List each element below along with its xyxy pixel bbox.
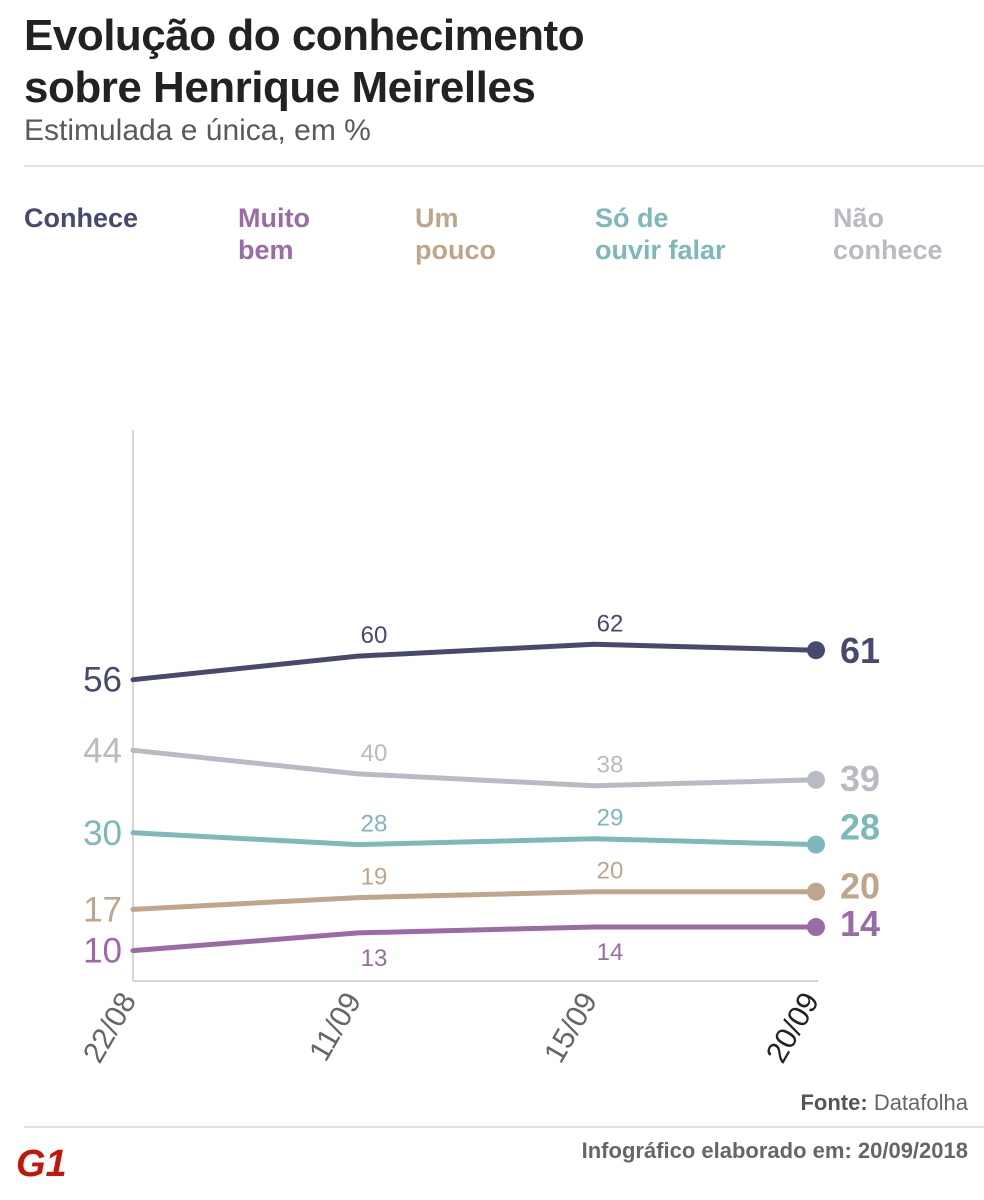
- chart-subtitle: Estimulada e única, em %: [24, 114, 371, 147]
- end-label-conhece: 61: [840, 630, 880, 671]
- end-marker-nao-conhece: [807, 770, 825, 789]
- start-label-muito-bem: 10: [83, 932, 122, 971]
- series-line-um-pouco: [130, 889, 819, 912]
- end-label-so-de-ouvir-falar: 28: [840, 807, 880, 848]
- point-label-muito-bem-2: 14: [597, 939, 624, 966]
- source-value: Datafolha: [873, 1090, 968, 1115]
- title-line-1: Evolução do conhecimento: [24, 11, 585, 60]
- end-marker-um-pouco: [807, 882, 825, 901]
- point-label-um-pouco-2: 20: [597, 858, 624, 885]
- point-label-conhece-1: 60: [361, 622, 388, 649]
- series-line-muito-bem: [130, 924, 819, 954]
- legend-um-pouco: Um pouco: [415, 203, 496, 265]
- g1-logo: G1: [16, 1143, 67, 1182]
- start-label-nao-conhece: 44: [83, 731, 122, 770]
- footer-divider: [24, 1126, 984, 1128]
- end-label-nao-conhece: 39: [840, 758, 880, 799]
- series-line-so-de-ouvir-falar: [130, 830, 819, 848]
- end-label-muito-bem: 14: [840, 903, 880, 944]
- end-marker-conhece: [807, 641, 825, 660]
- point-label-nao-conhece-2: 38: [597, 752, 624, 779]
- point-label-so-de-ouvir-falar-2: 29: [597, 805, 624, 832]
- x-tick-label-2: 15/09: [538, 987, 604, 1069]
- end-marker-muito-bem: [807, 918, 825, 937]
- legend-conhece: Conhece: [24, 203, 139, 233]
- series-line-conhece: [130, 641, 819, 683]
- x-tick-label-3: 20/09: [760, 987, 826, 1069]
- g1-logo-text: G1: [16, 1143, 67, 1182]
- title-line-2: sobre Henrique Meirelles: [24, 63, 536, 112]
- end-marker-so-de-ouvir-falar: [807, 835, 825, 854]
- point-label-muito-bem-1: 13: [361, 945, 388, 972]
- header-divider: [24, 165, 984, 167]
- source-label: Fonte:: [800, 1090, 868, 1115]
- legend-nao-conhece: Não conhece: [833, 203, 943, 265]
- x-tick-label-1: 11/09: [303, 987, 368, 1067]
- legend-so-de-ouvir-falar: Só de ouvir falar: [595, 203, 726, 265]
- start-label-so-de-ouvir-falar: 30: [83, 814, 122, 853]
- series-line-nao-conhece: [130, 747, 819, 789]
- source-note: Fonte: Datafolha: [800, 1090, 968, 1116]
- x-tick-label-0: 22/08: [77, 987, 143, 1069]
- point-label-conhece-2: 62: [597, 610, 624, 637]
- end-label-um-pouco: 20: [840, 866, 880, 907]
- start-label-conhece: 56: [83, 661, 122, 700]
- point-label-um-pouco-1: 19: [361, 864, 388, 891]
- chart-title: Evolução do conhecimento sobre Henrique …: [24, 10, 585, 114]
- line-chart: 56 60 62 61 44 40 38 39 30 28 29 28 17 19 20 20 10 13 14 14…: [77, 430, 880, 1069]
- infographic-credit: Infográfico elaborado em: 20/09/2018: [581, 1138, 968, 1163]
- start-label-um-pouco: 17: [83, 890, 122, 929]
- point-label-so-de-ouvir-falar-1: 28: [361, 811, 388, 838]
- legend-muito-bem: Muito bem: [238, 203, 310, 265]
- point-label-nao-conhece-1: 40: [361, 740, 388, 767]
